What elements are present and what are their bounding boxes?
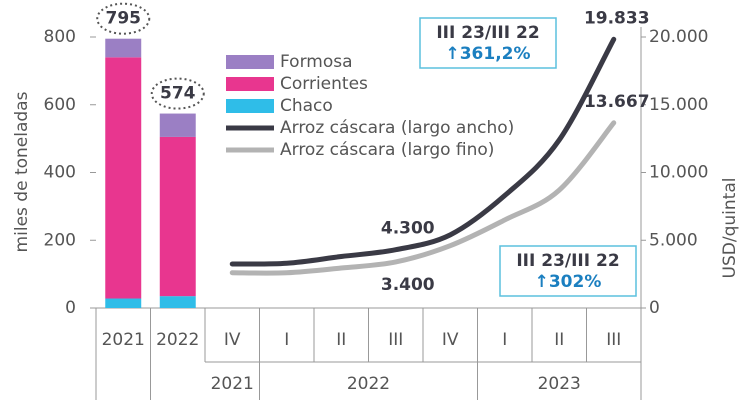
annotation-box [419,17,557,69]
legend-swatch [226,99,274,113]
legend-swatch [226,77,274,91]
line [229,120,617,276]
annotation-text: ↑361,2% [445,44,530,64]
x-tick-label: 2022 [156,330,199,350]
y-tick-label: 200 [44,230,76,250]
y2-tick-label: 0 [649,298,660,318]
x-tick-label: I [502,330,507,350]
y2-tick-label: 5.000 [649,230,698,250]
value-label: 19.833 [584,8,650,28]
legend-label: Corrientes [280,74,368,94]
bar-segment [159,136,196,297]
line [229,36,617,267]
x-tick-label: II [554,330,564,350]
total-label: 795 [106,9,142,29]
total-label: 574 [160,84,196,104]
legend-label: Chaco [280,96,333,116]
x-tick-label: IV [442,330,459,350]
legend-label: Arroz cáscara (largo fino) [280,140,494,160]
y2-tick-label: 20.000 [649,27,708,47]
bar-segment [159,296,196,308]
value-label: 13.667 [584,92,650,112]
bar-segment [105,57,142,299]
y2-tick-label: 10.000 [649,163,708,183]
value-label: 3.400 [381,275,435,295]
annotation-title: III 23/III 22 [516,251,619,271]
y2-axis-label: USD/quintal [720,178,740,279]
group-label: 2021 [211,374,254,394]
bar-segment [159,113,196,137]
bar-segment [105,298,142,308]
x-tick-label: II [336,330,346,350]
y-axis-label: miles de toneladas [12,91,32,252]
y2-tick-label: 15.000 [649,95,708,115]
x-tick-label: 2021 [102,330,145,350]
value-label: 4.300 [381,219,435,239]
group-label: 2023 [538,374,581,394]
x-tick-label: III [606,330,621,350]
legend-label: Arroz cáscara (largo ancho) [280,118,514,138]
annotation-box [499,245,637,297]
total-highlight [150,77,205,110]
total-highlight [96,2,151,35]
legend-swatch [226,55,274,69]
legend-label: Formosa [280,52,353,72]
bar-segment [105,38,142,58]
y-tick-label: 800 [44,27,76,47]
annotation-text: ↑302% [535,272,602,292]
x-tick-label: IV [224,330,241,350]
x-tick-label: I [284,330,289,350]
x-tick-label: III [388,330,403,350]
annotation-title: III 23/III 22 [436,23,539,43]
y-tick-label: 600 [44,95,76,115]
group-label: 2022 [347,374,390,394]
y-tick-label: 0 [65,298,76,318]
y-tick-label: 400 [44,163,76,183]
